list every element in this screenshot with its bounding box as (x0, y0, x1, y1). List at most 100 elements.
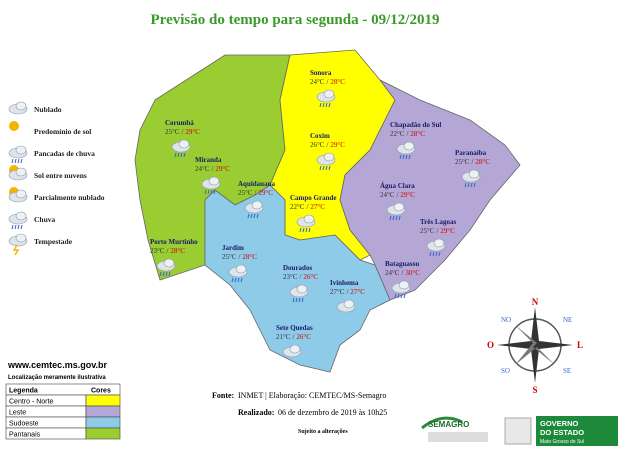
region-name: Pantanais (9, 432, 41, 439)
temp-min: 24°C (380, 191, 395, 199)
rain (174, 152, 177, 158)
rain (432, 251, 435, 257)
bolt (12, 244, 20, 256)
temp-min: 22°C (290, 203, 305, 211)
separator: / (326, 141, 328, 149)
sun (9, 121, 19, 131)
color-swatch (85, 405, 121, 418)
city-name: Corumbá (165, 119, 194, 127)
temp-max: 29°C (400, 191, 415, 199)
compass-w: O (487, 340, 494, 350)
weather-icon (171, 139, 191, 158)
separator: / (181, 128, 183, 136)
semagro: SEMAGRO (428, 420, 469, 429)
weather-icon (244, 200, 264, 219)
cloud (303, 214, 315, 224)
compass-ne: NE (563, 316, 572, 324)
cloud (403, 141, 415, 151)
cloud (163, 258, 175, 268)
rain (253, 213, 256, 219)
cloud (15, 101, 27, 111)
weather-icon (316, 152, 336, 171)
temp-max: 28°C (330, 78, 345, 86)
temp-max: 30°C (405, 269, 420, 277)
city-name: Três Lagoas (420, 218, 457, 226)
weather-icon (391, 280, 411, 299)
color-swatch (85, 416, 121, 429)
separator: / (306, 203, 308, 211)
rain (183, 152, 186, 158)
separator: / (238, 253, 240, 261)
rain (256, 213, 259, 219)
city-name: Campo Grande (290, 194, 336, 202)
rain (250, 213, 253, 219)
temp-max: 29°C (330, 141, 345, 149)
city-temps: 25°C/28°C (222, 253, 257, 261)
rain (14, 158, 17, 164)
rain (298, 297, 301, 303)
cloud (208, 176, 220, 186)
weather-icon (8, 233, 28, 256)
rain (292, 297, 295, 303)
rain (11, 158, 14, 164)
city-temps: 25°C/29°C (165, 128, 200, 136)
temp-min: 23°C (283, 273, 298, 281)
cloud (433, 238, 445, 248)
cloud (323, 89, 335, 99)
date-label: Realizado: (238, 408, 274, 417)
logo-semagro: SEMAGRO (421, 416, 488, 442)
rain (438, 251, 441, 257)
rain (20, 224, 23, 230)
color-swatch (85, 394, 121, 407)
weather-icon (316, 89, 336, 108)
legend-label: Nublado (34, 105, 62, 114)
rain (177, 152, 180, 158)
temp-min: 24°C (385, 269, 400, 277)
city-temps: 24°C/29°C (195, 165, 230, 173)
logo-government: GOVERNO DO ESTADO Mato Grosso do Sul (504, 416, 618, 446)
weather-icon (296, 214, 316, 233)
rain (231, 277, 234, 283)
temp-min: 25°C (165, 128, 180, 136)
source: INMET | Elaboração: CEMTEC/MS-Semagro (238, 391, 386, 400)
temp-min: 25°C (238, 189, 253, 197)
region-table: Legenda Cores Centro - Norte Leste Sudoeste P… (5, 383, 121, 440)
rain (308, 227, 311, 233)
rain (168, 271, 171, 277)
rain (325, 102, 328, 108)
cloud (15, 189, 27, 199)
cloud (296, 284, 308, 294)
weather-icon (289, 284, 309, 303)
rain (322, 165, 325, 171)
gov3: Mato Grosso do Sul (540, 439, 584, 445)
separator: / (292, 333, 294, 341)
rain (159, 271, 162, 277)
temp-min: 24°C (310, 78, 325, 86)
gov2: DO ESTADO (540, 428, 584, 437)
cloud (15, 233, 27, 243)
rain (234, 277, 237, 283)
rain (247, 213, 250, 219)
cloud (393, 202, 405, 212)
rain (405, 154, 408, 160)
weather-icon (386, 202, 406, 221)
temp-min: 21°C (276, 333, 291, 341)
rain (165, 271, 168, 277)
separator: / (299, 273, 301, 281)
cloud (289, 344, 301, 354)
rain (17, 224, 20, 230)
temp-min: 27°C (330, 288, 345, 296)
rain (397, 293, 400, 299)
city-temps: 23°C/28°C (150, 247, 185, 255)
weather-icon (8, 187, 28, 203)
legend-label: Parcialmente nublado (34, 193, 105, 202)
rain (467, 182, 470, 188)
table-header: Legenda (9, 388, 38, 395)
weather-icon (426, 238, 446, 257)
rain (389, 215, 392, 221)
